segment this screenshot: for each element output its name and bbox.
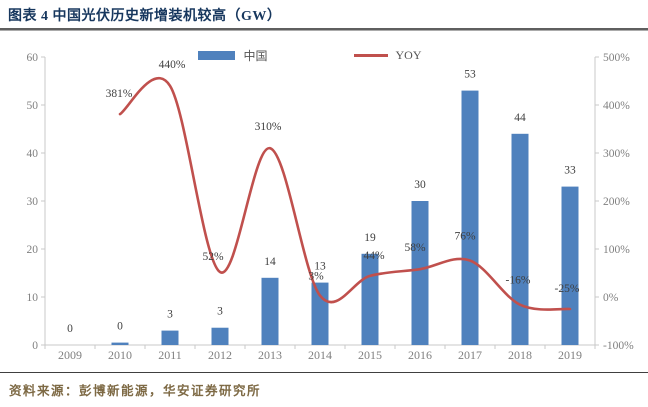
- right-axis-tick-label: 300%: [603, 148, 630, 160]
- x-axis-label: 2010: [108, 348, 132, 362]
- bar-label-2014: 13: [314, 261, 326, 273]
- x-axis-label: 2017: [458, 348, 482, 362]
- bar-label-2015: 19: [364, 232, 376, 244]
- yoy-label-2013: 310%: [255, 121, 282, 133]
- legend-label-yoy: YOY: [395, 48, 422, 62]
- left-axis-tick-label: 20: [27, 244, 39, 256]
- bar-label-2010: 0: [117, 321, 123, 333]
- bar-label-2017: 53: [464, 69, 476, 81]
- yoy-label-2015: 44%: [363, 250, 385, 262]
- combo-chart: 0102030405060-100%0%100%200%300%400%500%…: [27, 52, 635, 362]
- chart-legend: 中国 YOY: [0, 47, 634, 64]
- left-axis-tick-label: 40: [27, 148, 39, 160]
- bar-2018: [511, 133, 529, 345]
- source-divider: [0, 372, 648, 373]
- bar-label-2012: 3: [217, 306, 223, 318]
- left-axis-tick-label: 50: [27, 100, 39, 112]
- yoy-label-2019: -25%: [555, 283, 580, 295]
- yoy-label-2010: 381%: [106, 88, 133, 100]
- legend-item-yoy: YOY: [353, 47, 422, 64]
- yoy-line: [118, 76, 572, 311]
- x-axis-label: 2018: [508, 348, 532, 362]
- title-divider: [0, 28, 648, 31]
- x-axis-label: 2012: [208, 348, 232, 362]
- yoy-label-2016: 58%: [404, 242, 426, 254]
- right-axis-tick-label: 100%: [603, 244, 630, 256]
- bar-2013: [261, 277, 279, 345]
- right-axis-tick-label: 500%: [603, 52, 630, 64]
- yoy-label-2011: 440%: [159, 59, 186, 71]
- chart-area: 中国 YOY 0 10 20 30 40 50 60 -100% 0% 100% 200% 300% 4…: [0, 45, 648, 370]
- yoy-label-2014: 3%: [308, 271, 324, 283]
- bar-2017: [461, 90, 479, 345]
- bar-2019: [561, 186, 579, 345]
- bar-2010: [111, 342, 129, 345]
- bar-2011: [161, 330, 179, 345]
- bar-label-2011: 3: [167, 309, 173, 321]
- bar-2015: [361, 253, 379, 345]
- right-axis-tick-label: 0%: [603, 292, 619, 304]
- bar-label-2009: 0: [67, 323, 73, 335]
- figure-title: 图表 4 中国光伏历史新增装机较高（GW）: [8, 9, 282, 24]
- legend-label-china: 中国: [243, 49, 268, 63]
- bar-label-2019: 33: [564, 165, 576, 177]
- source-text: 资料来源：彭博新能源，华安证券研究所: [9, 384, 262, 398]
- yoy-label-2018: -16%: [506, 275, 531, 287]
- yoy-label-2012: 52%: [202, 251, 224, 263]
- x-axis-label: 2011: [158, 348, 182, 362]
- yoy-label-2017: 76%: [454, 231, 476, 243]
- x-axis-label: 2013: [258, 348, 282, 362]
- x-axis-label: 2014: [308, 348, 332, 362]
- legend-item-china: 中国: [198, 47, 268, 64]
- left-axis-tick-label: 10: [27, 292, 39, 304]
- left-axis-tick-label: 30: [27, 196, 39, 208]
- left-axis-tick-label: 0: [32, 340, 38, 352]
- right-axis-tick-label: -100%: [603, 340, 634, 352]
- x-axis-label: 2015: [358, 348, 382, 362]
- bar-label-2016: 30: [414, 179, 426, 191]
- left-axis-tick-label: 60: [27, 52, 39, 64]
- bar-2016: [411, 201, 429, 345]
- bar-label-2018: 44: [514, 112, 526, 124]
- line-swatch-icon: [353, 54, 388, 57]
- x-axis-label: 2016: [408, 348, 432, 362]
- bar-swatch-icon: [198, 51, 236, 60]
- bar-label-2013: 14: [264, 256, 276, 268]
- right-axis-tick-label: 200%: [603, 196, 630, 208]
- right-axis-tick-label: 400%: [603, 100, 630, 112]
- x-axis-label: 2019: [558, 348, 582, 362]
- x-axis-label: 2009: [58, 348, 82, 362]
- bar-2012: [211, 327, 229, 345]
- bar-2014: [311, 282, 329, 345]
